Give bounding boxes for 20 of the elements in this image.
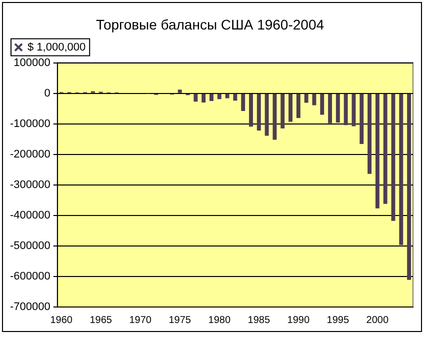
y-tick-label: -400000	[10, 209, 50, 222]
x-tick-label: 1970	[129, 314, 152, 326]
x-tick-label: 1965	[90, 314, 112, 326]
x-tick-label: 1990	[287, 314, 310, 326]
y-tick-label: -600000	[10, 270, 50, 283]
x-tick-label: 1995	[326, 314, 350, 326]
y-tick-label: 0	[44, 87, 50, 100]
y-tick-label: -100000	[10, 118, 50, 130]
y-tick-label: -300000	[10, 178, 50, 191]
x-tick-label: 1975	[168, 314, 192, 326]
y-tick-label: -500000	[10, 240, 50, 252]
x-tick-label: 1980	[208, 314, 231, 326]
x-tick-label: 1985	[248, 314, 270, 326]
y-tick-label: -700000	[10, 301, 50, 314]
y-tick-label: 100000	[14, 56, 50, 69]
x-tick-label: 2000	[366, 314, 389, 326]
legend-label: $ 1,000,000	[28, 41, 86, 54]
x-tick-label: 1960	[50, 314, 73, 326]
chart-title: Торговые балансы США 1960-2004	[96, 16, 324, 32]
y-tick-label: -200000	[10, 148, 50, 160]
